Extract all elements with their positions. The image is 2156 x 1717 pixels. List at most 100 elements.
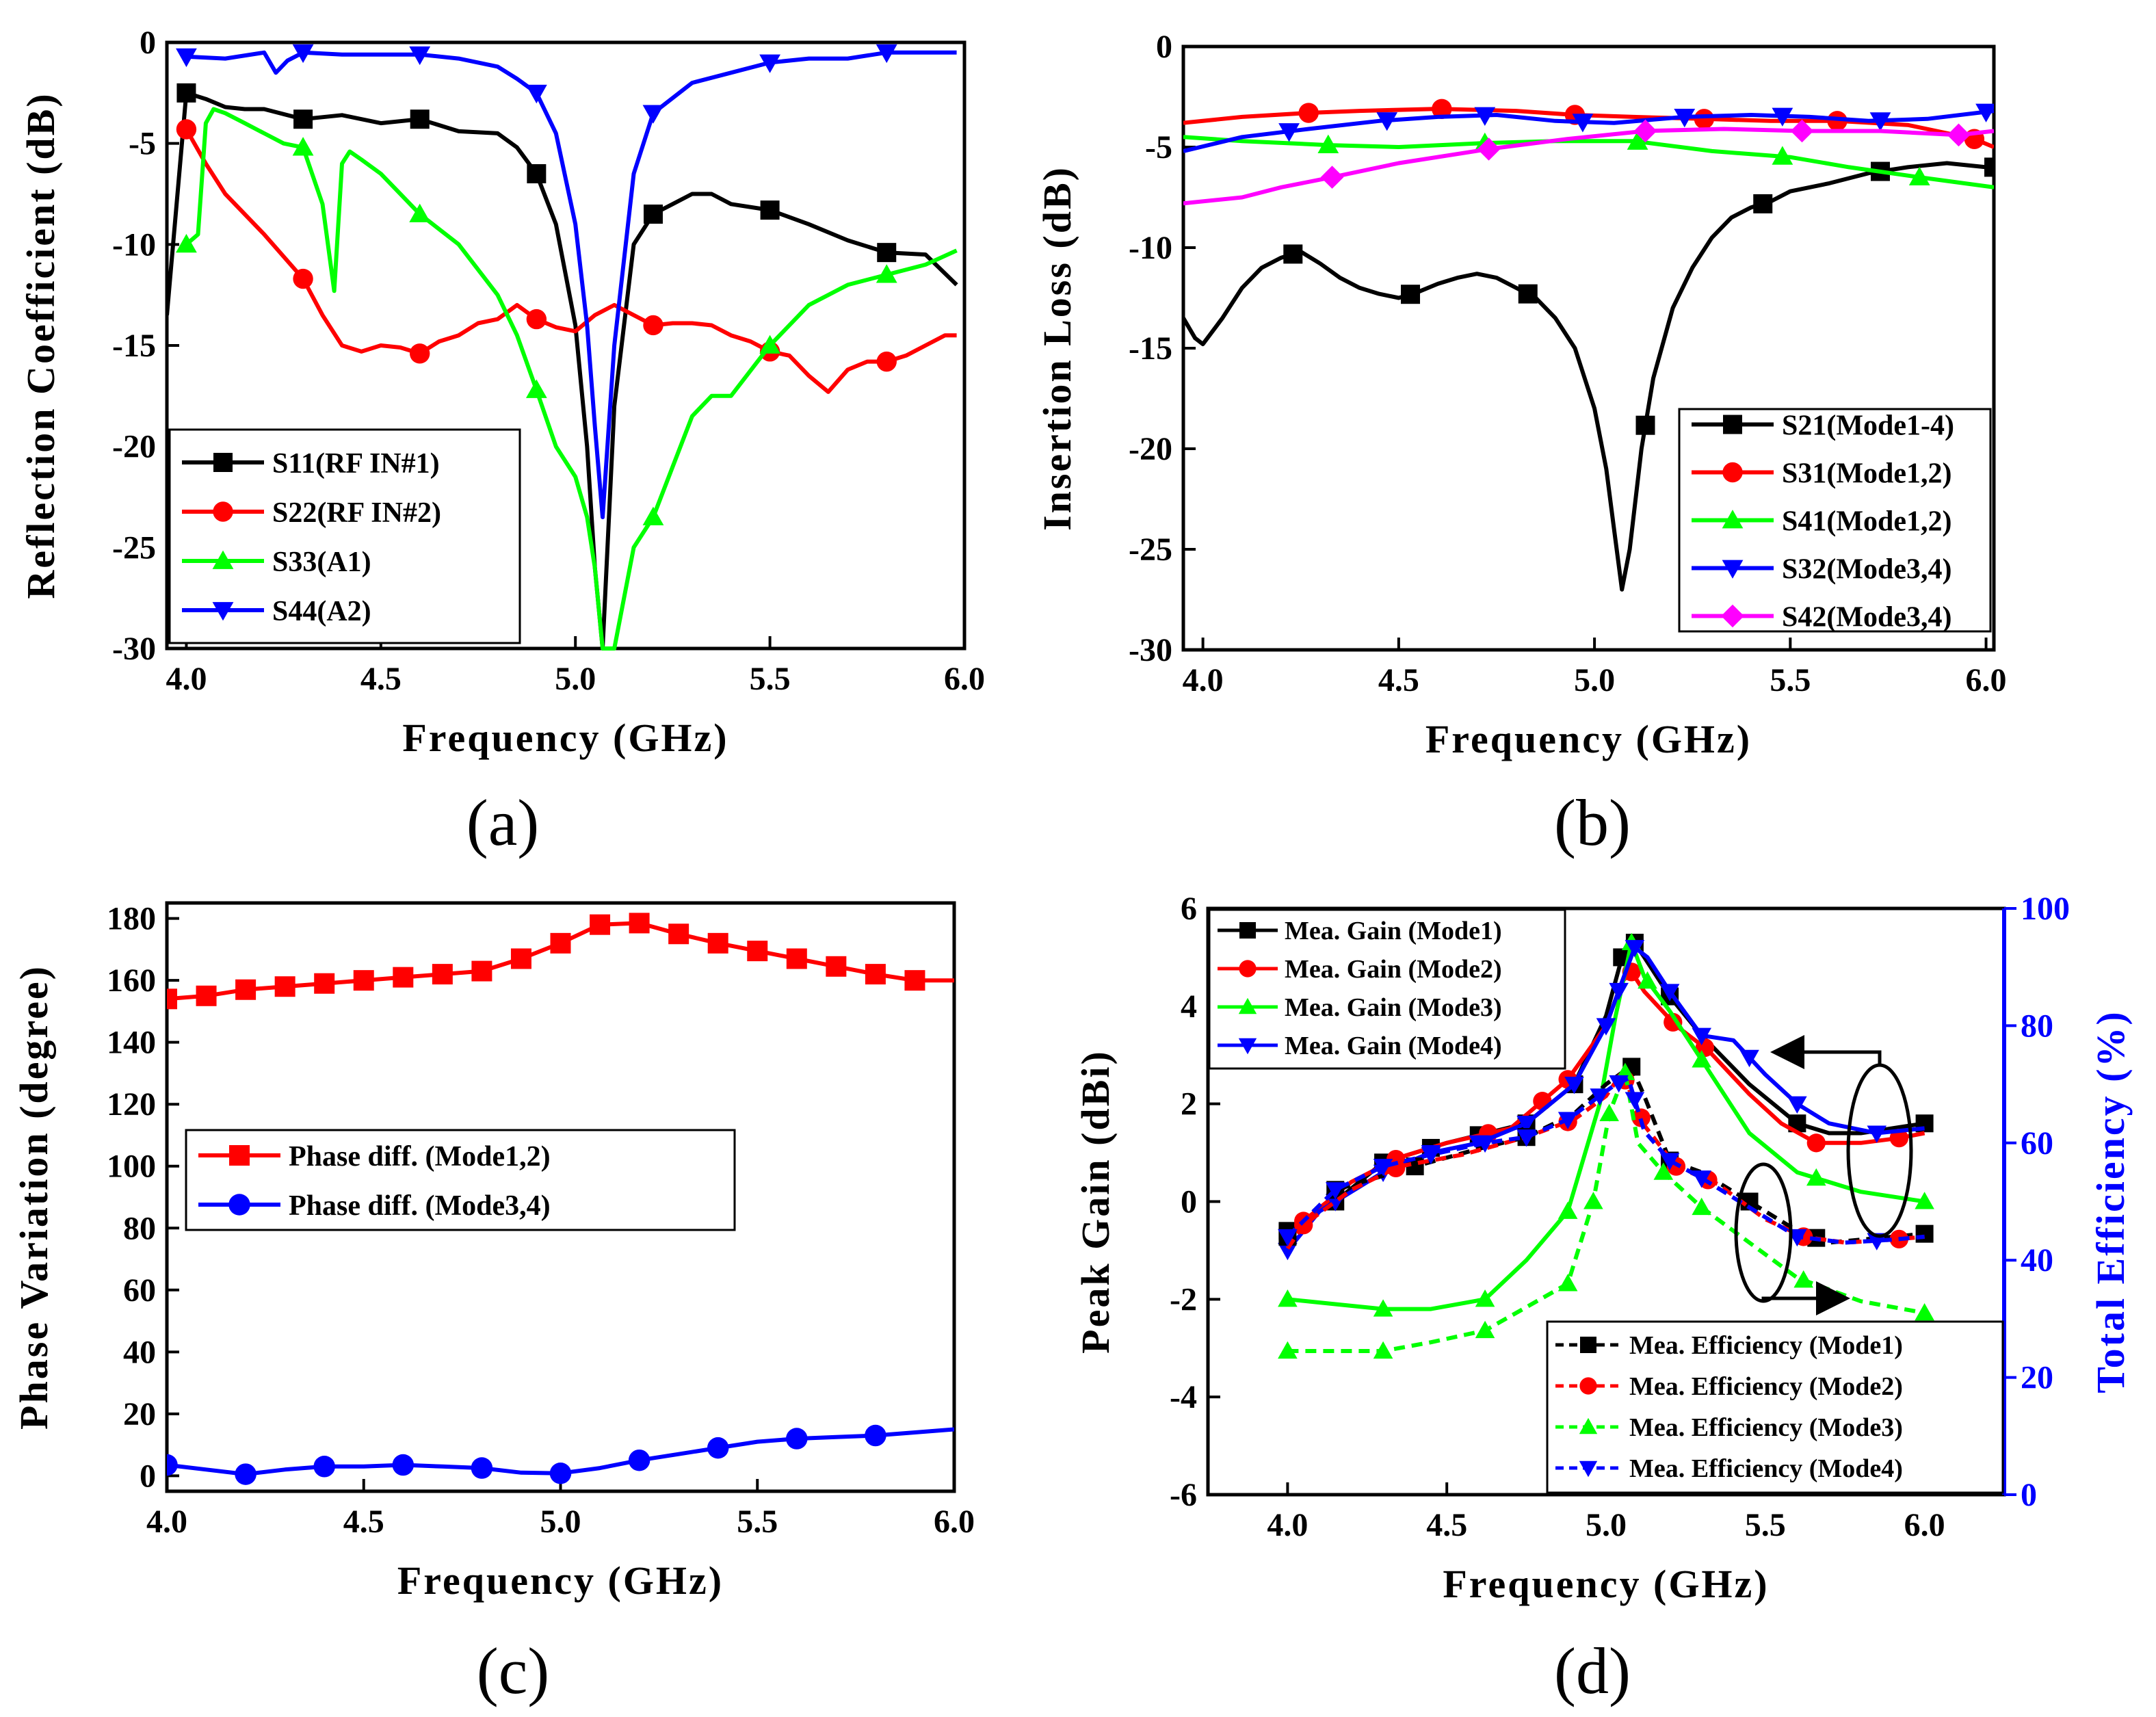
- series-marker: [1659, 984, 1680, 1001]
- series-marker: [313, 1456, 335, 1478]
- series-marker: [1516, 1116, 1536, 1133]
- series-6: [1278, 1062, 1934, 1359]
- series-marker: [1915, 1303, 1934, 1321]
- y-tick-label: -25: [1129, 532, 1172, 568]
- legend-marker: [1579, 1417, 1598, 1434]
- series-marker: [235, 1463, 257, 1485]
- x-axis-title: Frequency (GHz): [1443, 1562, 1769, 1606]
- y-tick-label: 40: [123, 1334, 156, 1370]
- series-marker: [1975, 103, 1994, 122]
- series-marker: [1373, 1341, 1393, 1359]
- legend-marker: [212, 602, 234, 621]
- series-marker: [1659, 1153, 1680, 1170]
- series-marker: [1475, 1320, 1495, 1339]
- x-tick-label: 6.0: [1966, 662, 2007, 698]
- series-marker: [760, 200, 780, 220]
- series-0: [167, 83, 958, 651]
- series-marker: [643, 315, 663, 336]
- legend-marker: [1579, 1460, 1598, 1478]
- series-marker: [876, 351, 897, 372]
- series-2: [1183, 131, 1994, 189]
- legend-marker: [212, 550, 234, 569]
- series-marker: [707, 932, 728, 954]
- y-tick-label: 0: [140, 1458, 156, 1494]
- series-marker: [314, 973, 335, 994]
- series-line: [1183, 127, 1994, 206]
- y-tick-label: -4: [1170, 1379, 1197, 1415]
- legend-marker: [229, 1145, 250, 1166]
- y-tick-label: 0: [1181, 1184, 1197, 1220]
- x-tick-label: 5.0: [1574, 662, 1615, 698]
- series-marker: [176, 83, 196, 103]
- series-marker: [409, 46, 431, 66]
- legend-entry: S44(A2): [272, 596, 371, 627]
- y-tick-label: -20: [112, 429, 156, 465]
- legend-marker: [1238, 1038, 1257, 1055]
- series-marker: [643, 205, 663, 224]
- series-marker: [393, 967, 414, 988]
- series-marker: [1401, 285, 1421, 304]
- series-marker: [1516, 1129, 1536, 1147]
- series-marker: [292, 137, 314, 156]
- x-tick-label: 6.0: [944, 661, 985, 697]
- x-tick-label: 4.5: [1426, 1507, 1467, 1543]
- legend-box: [185, 1129, 736, 1231]
- series-marker: [410, 343, 430, 364]
- series-marker: [1278, 1341, 1298, 1359]
- series-3: [1183, 103, 1994, 153]
- series-marker: [1625, 1092, 1645, 1110]
- series-0: [1183, 157, 1994, 592]
- series-marker: [1790, 119, 1814, 143]
- series-marker: [526, 309, 547, 330]
- series-marker: [865, 964, 886, 985]
- series-marker: [786, 1428, 808, 1450]
- series-marker: [1298, 103, 1319, 123]
- legend-marker: [1238, 997, 1257, 1014]
- legend-entry: S31(Mode1,2): [1782, 458, 1951, 490]
- series-line: [186, 50, 957, 519]
- series-marker: [1533, 1092, 1552, 1111]
- series-marker: [1947, 123, 1971, 147]
- legend-marker: [1722, 510, 1744, 529]
- series-marker: [1475, 1135, 1495, 1153]
- series-marker: [471, 1457, 493, 1479]
- series-marker: [759, 54, 781, 73]
- x-tick-label: 4.0: [166, 661, 207, 697]
- series-marker: [176, 233, 197, 253]
- series-marker: [1609, 1075, 1629, 1093]
- x-axis-title: Frequency (GHz): [402, 716, 728, 760]
- series-marker: [904, 970, 925, 991]
- series-1: [167, 1424, 954, 1485]
- series-line: [1287, 941, 1925, 1311]
- legend-entry: S11(RF IN#1): [272, 448, 440, 480]
- y-tick-label: 80: [123, 1210, 156, 1246]
- series-marker: [1294, 1216, 1313, 1235]
- series-marker: [1278, 123, 1300, 142]
- series-marker: [1572, 114, 1594, 133]
- series-marker: [865, 1424, 886, 1447]
- legend-entry: S22(RF IN#2): [272, 497, 441, 529]
- series-marker: [1638, 971, 1657, 989]
- x-tick-label: 5.0: [555, 661, 596, 697]
- y-tick-label: 100: [107, 1149, 156, 1185]
- series-marker: [471, 960, 492, 982]
- series-marker: [629, 913, 650, 934]
- x-axis-title: Frequency (GHz): [1425, 717, 1752, 761]
- panel-label: (c): [477, 1634, 550, 1707]
- x-tick-label: 5.5: [750, 661, 791, 697]
- series-marker: [1518, 284, 1538, 304]
- series-marker: [1583, 1192, 1603, 1209]
- series-marker: [1915, 1224, 1934, 1243]
- series-marker: [1694, 109, 1715, 129]
- right-axis-arrow: [1761, 1281, 1850, 1315]
- y-tick-label: -5: [129, 126, 156, 162]
- series-marker: [759, 335, 781, 354]
- legend-marker: [1239, 960, 1257, 978]
- y-axis-title: Peak Gain (dBi): [1073, 1049, 1118, 1354]
- y-tick-label: -10: [1129, 230, 1172, 266]
- series-marker: [293, 109, 313, 129]
- series-marker: [1373, 1159, 1393, 1177]
- panel-d-peak-gain-efficiency: 4.0 4.5 5.0 5.5 6.06420-2-4-6100806040200Tot…: [1073, 891, 2133, 1707]
- series-marker: [167, 988, 177, 1010]
